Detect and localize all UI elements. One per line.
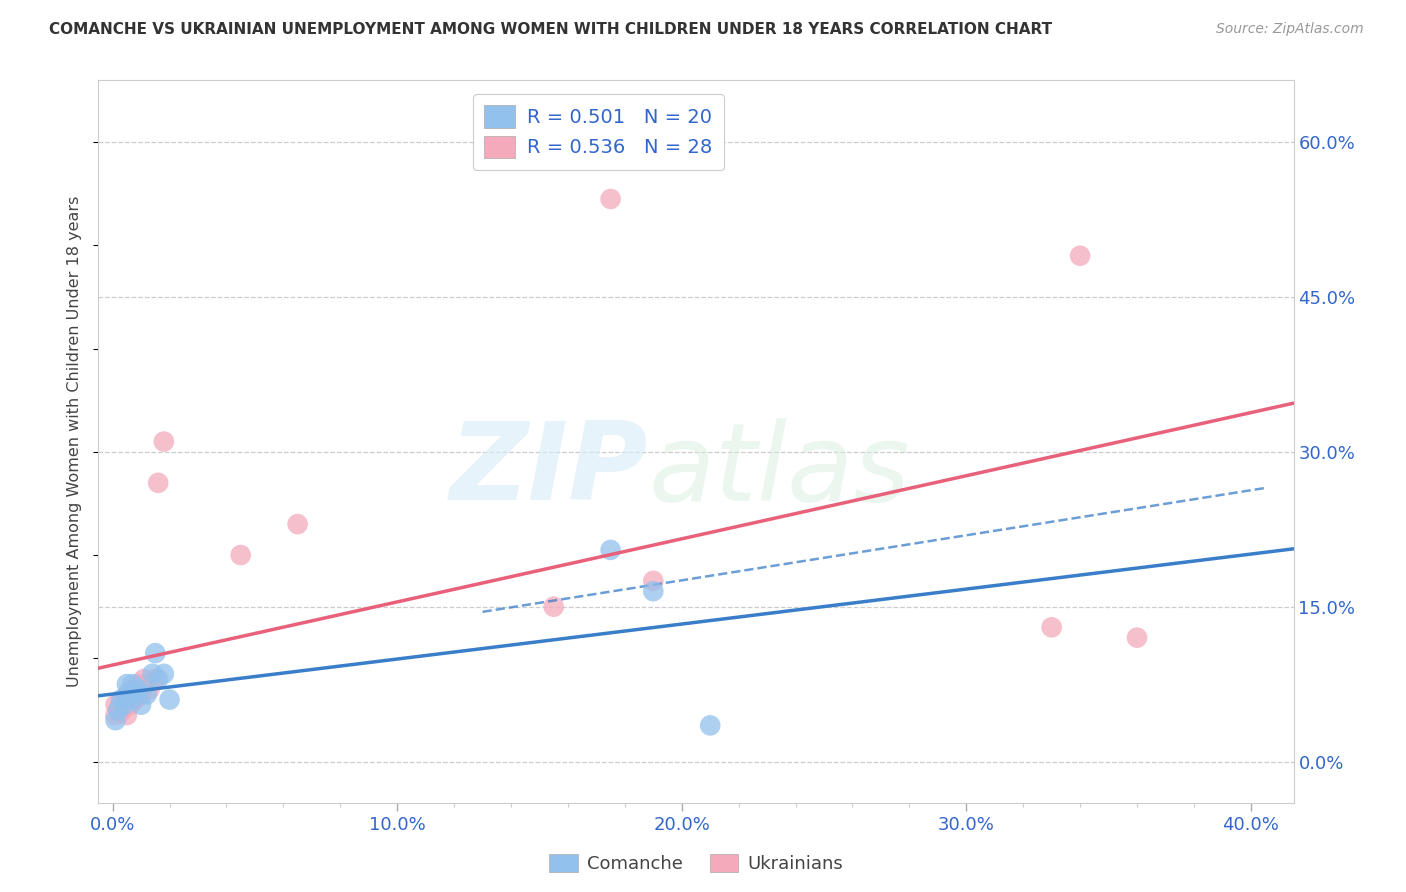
Point bbox=[135, 687, 157, 701]
Point bbox=[107, 703, 129, 717]
Point bbox=[1069, 249, 1091, 263]
Point bbox=[115, 708, 138, 723]
Point bbox=[141, 666, 163, 681]
Point bbox=[112, 701, 135, 715]
Point bbox=[127, 677, 149, 691]
Point bbox=[148, 475, 170, 490]
Y-axis label: Unemployment Among Women with Children Under 18 years: Unemployment Among Women with Children U… bbox=[67, 196, 83, 687]
Point bbox=[118, 684, 141, 698]
Text: atlas: atlas bbox=[648, 418, 910, 523]
Text: COMANCHE VS UKRAINIAN UNEMPLOYMENT AMONG WOMEN WITH CHILDREN UNDER 18 YEARS CORR: COMANCHE VS UKRAINIAN UNEMPLOYMENT AMONG… bbox=[49, 22, 1052, 37]
Point bbox=[287, 517, 309, 532]
Point bbox=[115, 677, 138, 691]
Point bbox=[112, 698, 135, 712]
Point bbox=[129, 687, 152, 701]
Point bbox=[124, 682, 146, 697]
Text: ZIP: ZIP bbox=[450, 417, 648, 524]
Point bbox=[124, 692, 146, 706]
Point bbox=[143, 672, 166, 686]
Point bbox=[159, 692, 181, 706]
Point bbox=[148, 672, 170, 686]
Point bbox=[127, 682, 149, 697]
Point bbox=[132, 672, 155, 686]
Point bbox=[104, 698, 127, 712]
Point bbox=[643, 584, 665, 599]
Point bbox=[129, 698, 152, 712]
Point bbox=[104, 713, 127, 727]
Point bbox=[153, 434, 176, 449]
Point bbox=[153, 666, 176, 681]
Point bbox=[118, 698, 141, 712]
Point bbox=[110, 692, 132, 706]
Point bbox=[121, 695, 143, 709]
Point bbox=[110, 695, 132, 709]
Point bbox=[599, 542, 621, 557]
Point bbox=[104, 708, 127, 723]
Point bbox=[1040, 620, 1063, 634]
Point bbox=[138, 682, 160, 697]
Text: Source: ZipAtlas.com: Source: ZipAtlas.com bbox=[1216, 22, 1364, 37]
Legend: Comanche, Ukrainians: Comanche, Ukrainians bbox=[541, 847, 851, 880]
Point bbox=[107, 703, 129, 717]
Point bbox=[143, 646, 166, 660]
Point bbox=[643, 574, 665, 588]
Point bbox=[121, 677, 143, 691]
Point bbox=[110, 705, 132, 719]
Point bbox=[599, 192, 621, 206]
Point bbox=[135, 677, 157, 691]
Point bbox=[229, 548, 252, 562]
Point bbox=[543, 599, 565, 614]
Point bbox=[124, 687, 146, 701]
Point bbox=[115, 687, 138, 701]
Point bbox=[118, 692, 141, 706]
Point bbox=[699, 718, 721, 732]
Point bbox=[1126, 631, 1149, 645]
